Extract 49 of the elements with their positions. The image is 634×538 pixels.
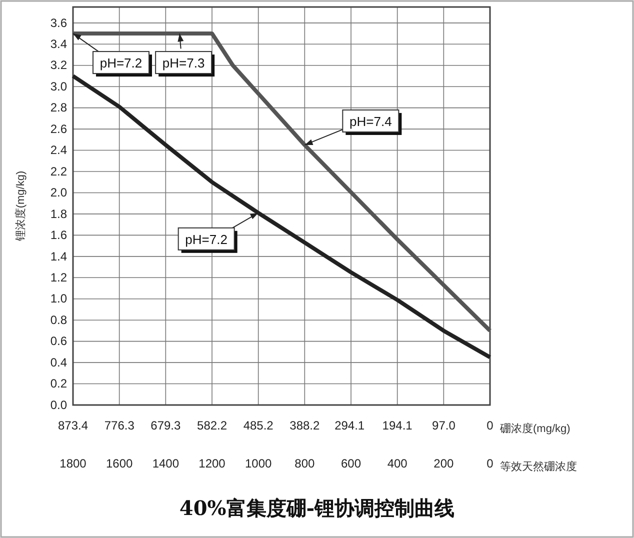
y-tick-label: 3.0 bbox=[50, 79, 68, 94]
x-axis-title: 等效天然硼浓度 bbox=[500, 460, 577, 473]
x-tick-label: 400 bbox=[387, 456, 408, 471]
y-tick-label: 1.2 bbox=[50, 270, 68, 284]
x-tick-label: 1400 bbox=[152, 456, 180, 471]
annotation: pH=7.2 bbox=[185, 232, 228, 247]
annotation: pH=7.4 bbox=[350, 114, 392, 129]
x-tick-label: 0 bbox=[486, 456, 494, 471]
x-tick-label: 1200 bbox=[198, 456, 226, 471]
line-series bbox=[71, 74, 492, 360]
y-tick-label: 3.6 bbox=[50, 16, 68, 30]
x2-tick-label: 388.2 bbox=[290, 418, 320, 433]
x2-tick-label: 0 bbox=[486, 418, 494, 433]
y-tick-label: 0.6 bbox=[50, 334, 68, 348]
x2-tick-label: 679.3 bbox=[150, 418, 182, 433]
y-axis-title: 锂浓度(mg/kg) bbox=[14, 170, 27, 242]
x2-tick-label: 294.1 bbox=[334, 418, 365, 433]
x2-tick-label: 485.2 bbox=[243, 418, 274, 433]
x-tick-label: 1800 bbox=[60, 456, 87, 471]
annotation: pH=7.3 bbox=[162, 56, 205, 71]
y-tick-label: 1.6 bbox=[50, 228, 68, 242]
y-tick-label: 0.4 bbox=[50, 355, 68, 370]
y-tick-label: 2.2 bbox=[50, 164, 68, 178]
y-tick-label: 2.8 bbox=[50, 100, 68, 115]
y-tick-label: 0.0 bbox=[50, 398, 68, 412]
text: 40%富集度硼-锂协调控制曲线 bbox=[179, 496, 455, 520]
annotation: pH=7.2 bbox=[100, 56, 142, 71]
x-tick-label: 800 bbox=[294, 456, 315, 471]
x2-tick-label: 194.1 bbox=[382, 418, 413, 433]
line-series bbox=[71, 32, 492, 333]
y-tick-label: 3.4 bbox=[50, 36, 68, 51]
x-tick-label: 1000 bbox=[244, 456, 272, 471]
y-tick-label: 1.4 bbox=[50, 249, 68, 264]
y-tick-label: 1.0 bbox=[50, 292, 68, 306]
x2-tick-label: 776.3 bbox=[104, 418, 135, 433]
x2-tick-label: 582.2 bbox=[197, 418, 228, 433]
y-tick-label: 2.0 bbox=[50, 186, 68, 200]
y-tick-label: 0.8 bbox=[50, 312, 68, 327]
y-tick-label: 1.8 bbox=[50, 206, 68, 221]
y-tick-label: 2.6 bbox=[50, 122, 68, 136]
x2-axis-title: 硼浓度(mg/kg) bbox=[499, 422, 570, 435]
y-tick-label: 2.4 bbox=[50, 143, 68, 158]
x2-tick-label: 873.4 bbox=[58, 418, 88, 433]
x-tick-label: 1600 bbox=[106, 456, 134, 471]
y-tick-label: 0.2 bbox=[50, 376, 68, 391]
y-tick-label: 3.2 bbox=[50, 58, 68, 72]
x-tick-label: 200 bbox=[434, 456, 454, 471]
x-tick-label: 600 bbox=[340, 456, 362, 471]
x2-tick-label: 97.0 bbox=[432, 418, 456, 433]
